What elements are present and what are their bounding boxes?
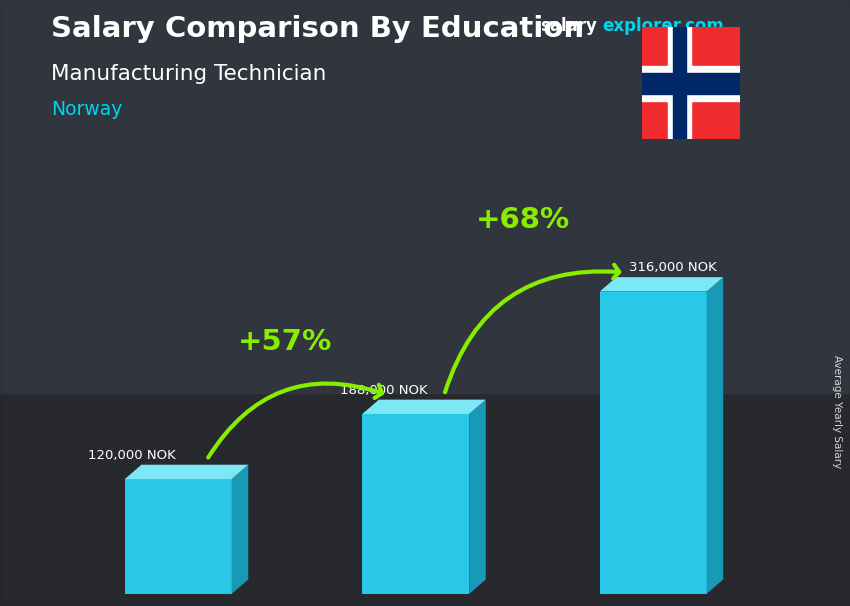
Bar [642, 66, 740, 101]
Text: Norway: Norway [51, 100, 122, 119]
Text: explorer.com: explorer.com [602, 17, 723, 35]
Polygon shape [600, 291, 706, 594]
Text: Manufacturing Technician: Manufacturing Technician [51, 64, 326, 84]
Bar [0, 0, 850, 394]
Bar [668, 27, 690, 139]
Polygon shape [706, 277, 723, 594]
Text: Salary Comparison By Education: Salary Comparison By Education [51, 15, 584, 43]
Text: 316,000 NOK: 316,000 NOK [629, 261, 717, 275]
Text: Average Yearly Salary: Average Yearly Salary [832, 356, 842, 468]
Text: 120,000 NOK: 120,000 NOK [88, 449, 176, 462]
Text: salary: salary [540, 17, 597, 35]
Polygon shape [232, 465, 248, 594]
Polygon shape [125, 479, 232, 594]
Text: 188,000 NOK: 188,000 NOK [340, 384, 428, 397]
Polygon shape [362, 399, 485, 414]
Polygon shape [600, 277, 723, 291]
Polygon shape [125, 465, 248, 479]
Bar [642, 73, 740, 94]
Polygon shape [469, 399, 485, 594]
Polygon shape [362, 414, 469, 594]
Bar [673, 27, 686, 139]
Text: +68%: +68% [475, 206, 570, 234]
Text: +57%: +57% [238, 328, 332, 356]
Bar [0, 394, 850, 606]
